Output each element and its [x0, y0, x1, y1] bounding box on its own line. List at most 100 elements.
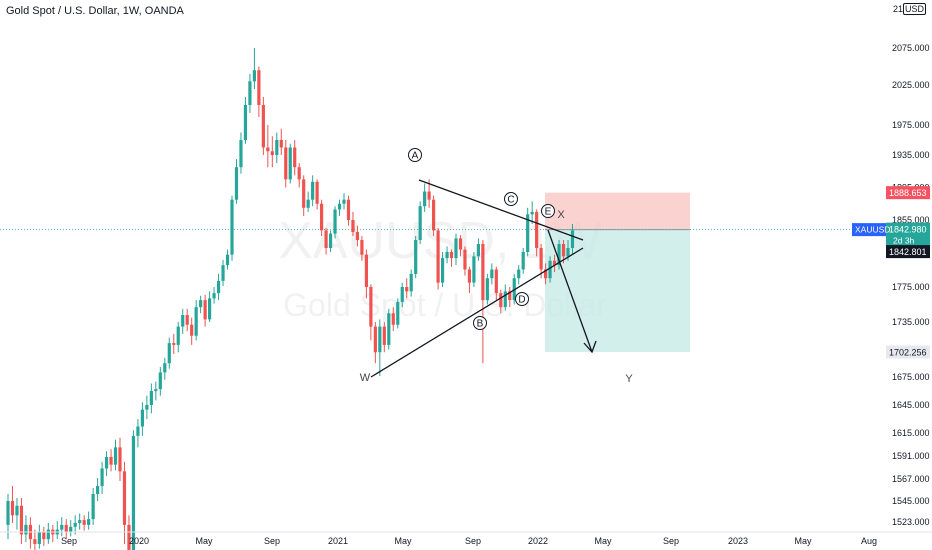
candle-body — [6, 501, 10, 525]
stop-price-label: 1888.653 — [889, 188, 927, 198]
candle-body — [261, 105, 265, 148]
y-tick-label: 2025.000 — [892, 80, 930, 90]
candle-body — [490, 269, 494, 279]
upper-trendline[interactable] — [418, 179, 584, 241]
wave-marker-wave_c[interactable] — [504, 192, 518, 206]
candle-body — [526, 214, 530, 252]
candle-body — [355, 232, 360, 240]
x-tick-label: 2020 — [129, 536, 149, 546]
y-tick-label: 1645.000 — [892, 400, 930, 410]
candle-body — [485, 278, 489, 301]
candle-body — [15, 505, 19, 516]
lower-trendline[interactable] — [370, 247, 584, 378]
candle-body — [100, 468, 104, 486]
candle-body — [508, 291, 512, 301]
wave-label-wave_b: B — [477, 319, 484, 330]
candle-body — [351, 220, 355, 232]
candle-body — [302, 179, 306, 208]
x-tick-label: Sep — [663, 536, 679, 546]
x-tick-label: 2023 — [728, 536, 748, 546]
candles — [6, 48, 575, 550]
candle-body — [239, 140, 243, 168]
candle-body — [64, 524, 68, 533]
time-axis[interactable]: Sep 2020 May Sep 2021 May Sep 2022 May Sep 2023 May… — [0, 531, 932, 546]
candle-body — [297, 167, 301, 180]
candle-body — [293, 147, 297, 168]
candle-body — [275, 140, 279, 155]
wave-marker-wave_d[interactable] — [515, 292, 529, 306]
candle-body — [78, 520, 82, 523]
candle-body — [369, 287, 373, 327]
candle-body — [315, 181, 319, 204]
candle-body — [499, 293, 503, 308]
y-tick-label: 1615.000 — [892, 428, 930, 438]
wave-label-wave_d: D — [518, 295, 525, 306]
pattern-drawings[interactable]: A B C D E W X Y — [360, 148, 634, 386]
candle-body — [42, 532, 46, 540]
wave-marker-wave_e[interactable] — [541, 204, 555, 218]
candle-body — [467, 269, 472, 283]
y-tick-label: 1855.000 — [892, 215, 930, 225]
candle-body — [257, 70, 261, 105]
candle-body — [427, 191, 431, 200]
candle-body — [176, 326, 180, 345]
candle-body — [342, 199, 346, 204]
x-tick-label: Sep — [465, 536, 481, 546]
candle-body — [530, 211, 534, 215]
candle-body — [113, 447, 118, 465]
candle-body — [463, 249, 467, 270]
y-tick-label: 1523.000 — [892, 517, 930, 527]
x-tick-label: 2022 — [528, 536, 548, 546]
y-tick-label: 1935.000 — [892, 150, 930, 160]
candle-body — [337, 203, 342, 210]
projection-arrow[interactable] — [547, 229, 593, 353]
candle-body — [37, 532, 41, 544]
candle-body — [104, 456, 109, 469]
candle-body — [494, 269, 498, 294]
candle-body — [449, 252, 454, 259]
candle-body — [46, 529, 50, 540]
wave-marker-wave_a[interactable] — [408, 148, 422, 162]
candle-body — [172, 343, 176, 345]
candle-body — [548, 260, 552, 279]
candle-body — [131, 435, 136, 550]
entry-price-bg — [886, 245, 930, 259]
candle-body — [346, 199, 351, 220]
wave-marker-wave_b[interactable] — [473, 316, 487, 330]
projection-arrowhead — [583, 340, 597, 354]
x-tick-label: May — [794, 536, 812, 546]
candle-body — [158, 372, 162, 390]
candle-body — [503, 291, 507, 308]
x-tick-label: May — [594, 536, 612, 546]
candle-body — [387, 313, 391, 345]
candle-body — [517, 269, 521, 279]
candle-body — [185, 315, 189, 325]
x-tick-label: Sep — [61, 536, 77, 546]
candle-body — [87, 519, 91, 525]
candle-body — [458, 238, 463, 250]
candle-body — [570, 230, 575, 248]
symbol-tag: XAUUSD — [855, 225, 890, 235]
candle-body — [333, 209, 337, 234]
price-axis[interactable]: 2075.0002025.0001975.0001935.0001895.000… — [892, 43, 930, 527]
candle-body — [60, 524, 64, 530]
candle-body — [167, 343, 171, 364]
wave-label-wave_c: C — [507, 195, 514, 206]
stop-price-label-bg — [886, 186, 930, 200]
stop-loss-zone[interactable] — [545, 192, 690, 230]
scale-mode: 21 — [893, 4, 904, 14]
currency-selector[interactable]: 21 USD — [893, 3, 927, 15]
candle-body — [391, 313, 395, 325]
candle-body — [320, 203, 324, 231]
candle-body — [364, 254, 368, 287]
candle-body — [122, 471, 127, 525]
candle-body — [154, 389, 158, 391]
candle-body — [566, 248, 570, 257]
x-tick-label: Aug — [861, 536, 877, 546]
candle-body — [266, 147, 270, 152]
candle-body — [311, 181, 315, 200]
candle-body — [436, 230, 440, 283]
y-tick-label: 1675.000 — [892, 372, 930, 382]
candle-body — [82, 520, 86, 525]
